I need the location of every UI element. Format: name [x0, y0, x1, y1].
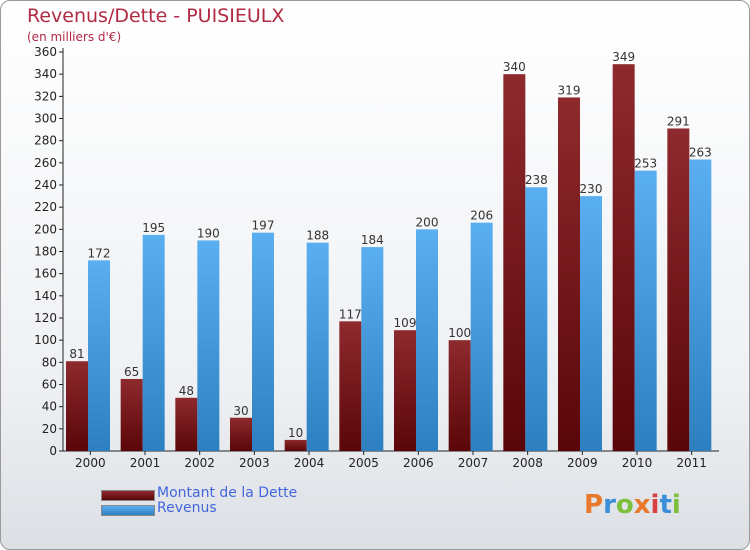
y-tick-label: 300 — [34, 112, 57, 126]
bar-dette-value-label: 319 — [558, 83, 581, 97]
y-tick-label: 280 — [34, 134, 57, 148]
bar-revenus-value-label: 197 — [252, 219, 275, 233]
bar-dette-value-label: 65 — [124, 365, 139, 379]
bar-revenus-value-label: 253 — [634, 157, 657, 171]
bar-dette-value-label: 30 — [233, 404, 248, 418]
bar-dette-value-label: 109 — [394, 316, 417, 330]
bar-revenus-value-label: 263 — [689, 146, 712, 160]
legend-swatch-revenus — [101, 505, 155, 516]
legend-label-dette: Montant de la Dette — [157, 485, 298, 501]
bar-dette — [558, 97, 580, 452]
x-tick-label: 2011 — [676, 456, 707, 470]
bar-revenus — [361, 247, 384, 451]
bar-dette-value-label: 349 — [612, 50, 635, 64]
x-tick-label: 2002 — [184, 456, 215, 470]
y-tick-label: 140 — [34, 289, 57, 303]
bar-revenus — [416, 229, 438, 451]
y-tick-label: 0 — [49, 444, 57, 458]
x-tick-label: 2001 — [130, 456, 161, 470]
bar-dette — [394, 330, 416, 451]
bar-dette — [175, 397, 198, 451]
bar-revenus — [142, 234, 165, 451]
bar-revenus — [689, 159, 712, 451]
bar-dette — [120, 378, 143, 451]
bar-dette-value-label: 10 — [288, 426, 303, 440]
x-tick-label: 2010 — [622, 456, 653, 470]
bar-revenus-value-label: 195 — [142, 221, 165, 235]
logo-letter: x — [633, 490, 651, 520]
bar-dette — [448, 340, 471, 451]
bar-revenus — [88, 260, 110, 451]
logo-letter: i — [650, 490, 660, 520]
bar-revenus-value-label: 230 — [580, 182, 603, 196]
x-tick-label: 2007 — [458, 456, 489, 470]
bar-dette-value-label: 48 — [179, 384, 194, 398]
bar-revenus-value-label: 200 — [416, 215, 439, 229]
bar-revenus-value-label: 190 — [197, 226, 220, 240]
y-tick-label: 160 — [34, 267, 57, 281]
logo-letter: i — [671, 490, 681, 520]
y-tick-label: 120 — [34, 311, 57, 325]
bar-dette-value-label: 117 — [339, 307, 362, 321]
x-tick-label: 2004 — [294, 456, 325, 470]
bar-dette-value-label: 291 — [667, 114, 690, 128]
bar-revenus — [580, 196, 602, 451]
bar-dette-value-label: 340 — [503, 60, 526, 74]
x-tick-label: 2008 — [512, 456, 543, 470]
x-tick-label: 2005 — [348, 456, 379, 470]
bar-dette — [66, 361, 88, 451]
y-tick-label: 40 — [42, 400, 57, 414]
bar-revenus — [252, 232, 274, 451]
x-tick-label: 2003 — [239, 456, 270, 470]
bar-revenus — [197, 240, 220, 451]
bar-dette-value-label: 81 — [69, 347, 84, 361]
bar-dette — [612, 64, 635, 452]
bar-dette-value-label: 100 — [448, 326, 471, 340]
y-tick-label: 340 — [34, 67, 57, 81]
bar-revenus — [306, 242, 329, 451]
bar-revenus-value-label: 172 — [88, 246, 111, 260]
y-tick-label: 220 — [34, 200, 57, 214]
x-tick-label: 2009 — [567, 456, 598, 470]
logo-letter: t — [659, 490, 672, 520]
proxiti-logo: Proxiti — [584, 490, 681, 520]
logo-letter: P — [584, 490, 604, 520]
x-tick-label: 2000 — [75, 456, 106, 470]
y-tick-label: 100 — [34, 333, 57, 347]
y-tick-label: 20 — [42, 422, 57, 436]
bar-dette — [503, 74, 526, 452]
chart-title: Revenus/Dette - PUISIEULX — [27, 5, 285, 27]
bar-dette — [667, 128, 690, 451]
y-tick-label: 320 — [34, 89, 57, 103]
chart-subtitle: (en milliers d'€) — [27, 30, 122, 44]
bar-revenus — [525, 187, 548, 451]
y-tick-label: 240 — [34, 178, 57, 192]
bar-dette — [339, 321, 362, 451]
bar-dette — [230, 417, 252, 451]
y-tick-label: 260 — [34, 156, 57, 170]
y-tick-label: 360 — [34, 45, 57, 59]
bar-revenus-value-label: 184 — [361, 233, 384, 247]
y-tick-label: 180 — [34, 245, 57, 259]
bar-revenus — [470, 222, 493, 451]
bar-revenus-value-label: 238 — [525, 173, 548, 187]
logo-letter: o — [615, 490, 634, 520]
bar-revenus-value-label: 188 — [306, 229, 329, 243]
y-tick-label: 80 — [42, 355, 57, 369]
y-tick-label: 200 — [34, 222, 57, 236]
bar-dette — [284, 439, 307, 451]
x-tick-label: 2006 — [403, 456, 434, 470]
legend-label-revenus: Revenus — [157, 500, 217, 516]
bar-revenus — [634, 170, 657, 451]
bar-revenus-value-label: 206 — [470, 209, 493, 223]
logo-letter: r — [603, 490, 616, 520]
legend-swatch-dette — [101, 490, 155, 501]
y-tick-label: 60 — [42, 378, 57, 392]
